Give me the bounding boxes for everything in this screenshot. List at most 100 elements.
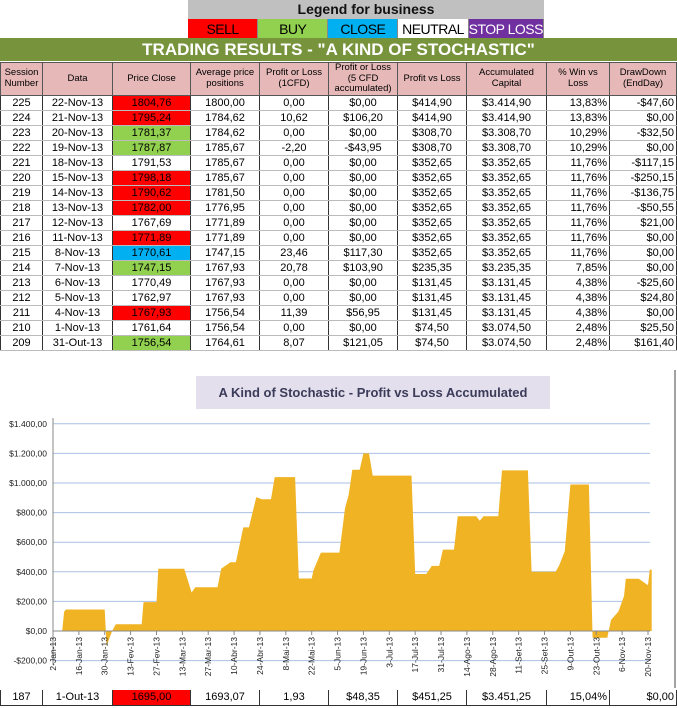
date-cell: 15-Nov-13 (42, 170, 113, 186)
win-pct-cell: 4,38% (546, 305, 610, 321)
accumulated-capital-cell: $3.352,65 (466, 245, 547, 261)
table-row: 222 19-Nov-13 1787,87 1785,67 -2,20 -$43,95 $3… (0, 140, 677, 156)
profit-vs-loss-cell: $308,70 (397, 140, 467, 156)
avg-price-cell: 1781,50 (190, 185, 260, 201)
accumulated-capital-cell: $3.352,65 (466, 185, 547, 201)
date-cell: 18-Nov-13 (42, 155, 113, 171)
profit-5cfd-cell: $0,00 (328, 155, 398, 171)
accumulated-capital-cell: $3.131,45 (466, 290, 547, 306)
profit-1cfd-cell: 11,39 (259, 305, 329, 321)
session-number-cell: 212 (0, 290, 43, 306)
chart-title: A Kind of Stochastic - Profit vs Loss Ac… (196, 376, 550, 409)
table-row: 223 20-Nov-13 1781,37 1784,62 0,00 $0,00 $308,… (0, 125, 677, 141)
drawdown-cell: $0,00 (609, 305, 677, 321)
session-number-cell: 224 (0, 110, 43, 126)
profit-5cfd-cell: $121,05 (328, 335, 398, 351)
x-tick-label: 17-Jul-13 (410, 637, 420, 673)
avg-price-cell: 1756,54 (190, 320, 260, 336)
x-tick-label: 8-Mai-13 (281, 637, 291, 671)
legend-stop-loss: STOP LOSS (468, 19, 544, 39)
table-row: 224 21-Nov-13 1795,24 1784,62 10,62 $106,20 $4… (0, 110, 677, 126)
column-header: Price Close (112, 62, 191, 96)
profit-vs-loss-cell: $352,65 (397, 230, 467, 246)
column-header: Profit vs Loss (397, 62, 467, 96)
price-close-cell: 1782,00 (112, 200, 191, 216)
avg-price-cell: 1747,15 (190, 245, 260, 261)
profit-1cfd-cell: 0,00 (259, 320, 329, 336)
accumulated-capital-cell: $3.352,65 (466, 170, 547, 186)
drawdown-cell: $0,00 (609, 260, 677, 276)
win-pct-cell: 4,38% (546, 290, 610, 306)
win-pct-cell: 13,83% (546, 95, 610, 111)
avg-price-cell: 1767,93 (190, 290, 260, 306)
drawdown-cell: -$136,75 (609, 185, 677, 201)
price-close-cell: 1761,64 (112, 320, 191, 336)
profit-1cfd-cell: 0,00 (259, 275, 329, 291)
price-close-cell: 1747,15 (112, 260, 191, 276)
profit-1cfd-cell: 0,00 (259, 125, 329, 141)
column-header: % Win vs Loss (546, 62, 610, 96)
win-pct-cell: 11,76% (546, 200, 610, 216)
accumulated-capital-cell: $3.352,65 (466, 155, 547, 171)
date-cell: 4-Nov-13 (42, 305, 113, 321)
profit-1cfd-cell: 0,00 (259, 95, 329, 111)
session-number-cell: 222 (0, 140, 43, 156)
profit-5cfd-cell: $106,20 (328, 110, 398, 126)
session-number-cell: 210 (0, 320, 43, 336)
profit-5cfd-cell: $48,35 (328, 690, 398, 706)
drawdown-cell: $25,50 (609, 320, 677, 336)
price-close-cell: 1804,76 (112, 95, 191, 111)
drawdown-cell: $0,00 (609, 690, 677, 706)
drawdown-cell: -$47,60 (609, 95, 677, 111)
drawdown-cell: $0,00 (609, 230, 677, 246)
y-tick-label: $1.000,00 (9, 478, 47, 488)
profit-5cfd-cell: $0,00 (328, 290, 398, 306)
date-cell: 11-Nov-13 (42, 230, 113, 246)
price-close-cell: 1798,18 (112, 170, 191, 186)
header-row: Session Number Data Price Close Average pri… (0, 62, 677, 96)
price-close-cell: 1795,24 (112, 110, 191, 126)
date-cell: 20-Nov-13 (42, 125, 113, 141)
legend-sell: SELL (188, 19, 259, 39)
x-tick-label: 16-Jan-13 (74, 637, 84, 676)
x-tick-label: 6-Nov-13 (617, 637, 627, 672)
session-number-cell: 217 (0, 215, 43, 231)
avg-price-cell: 1767,93 (190, 260, 260, 276)
win-pct-cell: 10,29% (546, 125, 610, 141)
date-cell: 13-Nov-13 (42, 200, 113, 216)
win-pct-cell: 11,76% (546, 170, 610, 186)
profit-1cfd-cell: 20,78 (259, 260, 329, 276)
profit-vs-loss-cell: $352,65 (397, 200, 467, 216)
date-cell: 6-Nov-13 (42, 275, 113, 291)
win-pct-cell: 11,76% (546, 155, 610, 171)
accumulated-capital-cell: $3.414,90 (466, 110, 547, 126)
column-header: Profit or Loss (1CFD) (259, 62, 329, 96)
accumulated-capital-cell: $3.352,65 (466, 215, 547, 231)
session-number-cell: 214 (0, 260, 43, 276)
profit-vs-loss-cell: $131,45 (397, 290, 467, 306)
bottom-row-table: 187 1-Out-13 1695,00 1693,07 1,93 $48,35 $451,… (0, 690, 677, 706)
avg-price-cell: 1771,89 (190, 215, 260, 231)
avg-price-cell: 1785,67 (190, 140, 260, 156)
y-tick-label: $600,00 (16, 537, 47, 547)
date-cell: 22-Nov-13 (42, 95, 113, 111)
profit-1cfd-cell: 0,00 (259, 185, 329, 201)
x-tick-label: 5-Jun-13 (333, 637, 343, 671)
win-pct-cell: 11,76% (546, 215, 610, 231)
legend-items: SELL BUY CLOSE NEUTRAL STOP LOSS (188, 19, 544, 39)
date-cell: 31-Out-13 (42, 335, 113, 351)
legend-title: Legend for business (188, 0, 544, 19)
price-close-cell: 1767,93 (112, 305, 191, 321)
profit-5cfd-cell: $0,00 (328, 215, 398, 231)
accumulated-capital-cell: $3.131,45 (466, 305, 547, 321)
profit-5cfd-cell: $117,30 (328, 245, 398, 261)
avg-price-cell: 1771,89 (190, 230, 260, 246)
avg-price-cell: 1776,95 (190, 200, 260, 216)
win-pct-cell: 2,48% (546, 335, 610, 351)
profit-5cfd-cell: -$43,95 (328, 140, 398, 156)
profit-vs-loss-cell: $131,45 (397, 275, 467, 291)
price-close-cell: 1695,00 (112, 690, 191, 706)
legend-close: CLOSE (328, 19, 399, 39)
accumulated-capital-cell: $3.451,25 (466, 690, 547, 706)
table-row: 213 6-Nov-13 1770,49 1767,93 0,00 $0,00 $131,4… (0, 275, 677, 291)
